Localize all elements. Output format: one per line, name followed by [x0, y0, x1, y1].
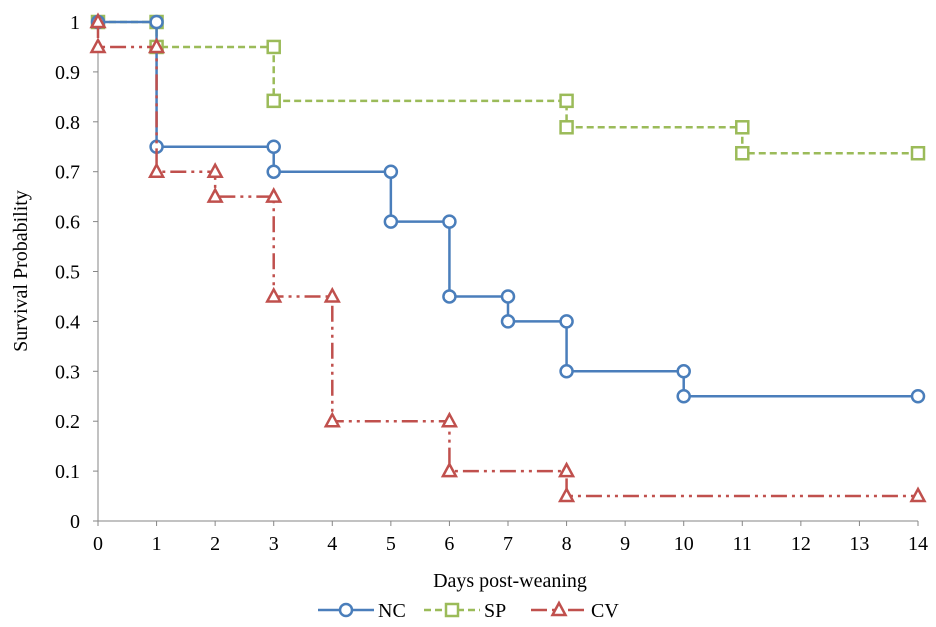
series-cv-point — [89, 12, 107, 29]
y-tick-label: 0.4 — [55, 311, 80, 333]
y-tick-label: 0.9 — [55, 62, 80, 84]
series-cv-point — [323, 411, 341, 428]
x-tick-label: 12 — [791, 533, 811, 555]
series-sp-point — [735, 145, 750, 161]
x-tick-label: 5 — [386, 533, 396, 555]
series-nc-point — [266, 164, 281, 179]
x-tick-label: 8 — [562, 533, 572, 555]
series-cv — [89, 12, 927, 503]
series-cv-point — [147, 37, 166, 54]
y-tick-label: 0.8 — [55, 112, 80, 134]
x-tick-label: 10 — [674, 533, 694, 555]
series-sp — [90, 14, 926, 161]
series-nc-point — [559, 314, 574, 329]
y-tick-label: 1 — [70, 12, 80, 34]
x-tick-label: 6 — [444, 533, 454, 555]
legend-item-cv: CV — [531, 600, 619, 622]
y-tick-label: 0 — [70, 511, 80, 533]
series-sp-line — [98, 20, 918, 155]
legend-marker-sp — [444, 602, 460, 618]
x-tick-label: 2 — [210, 533, 220, 555]
legend-marker-cv — [550, 600, 568, 617]
series-cv-point — [206, 162, 224, 178]
series-nc-line — [98, 20, 918, 398]
series-sp-point — [559, 120, 574, 135]
series-nc-point — [500, 289, 516, 304]
series-cv-point — [89, 37, 107, 54]
series-nc-point — [442, 289, 457, 304]
x-tick-label: 14 — [908, 533, 928, 555]
series-nc-point — [383, 214, 399, 229]
series-sp-point — [910, 145, 926, 161]
legend-label-cv: CV — [591, 600, 619, 622]
series-cv-point — [206, 187, 224, 203]
legend: NC SP CV — [318, 600, 619, 622]
series-nc-point — [559, 364, 574, 379]
y-tick-label: 0.5 — [55, 262, 80, 284]
series-nc-point — [676, 364, 691, 379]
y-tick-label: 0.7 — [55, 162, 80, 184]
series-cv-point — [440, 411, 459, 428]
x-tick-label: 9 — [620, 533, 630, 555]
legend-label-nc: NC — [378, 600, 406, 622]
series-cv-point — [557, 486, 576, 503]
y-tick-label: 0.3 — [55, 361, 80, 383]
series-sp-point — [266, 39, 281, 55]
series-cv-point — [440, 461, 459, 478]
y-tick-label: 0.2 — [55, 411, 80, 433]
series-cv-point — [323, 286, 341, 303]
series-nc-point — [910, 389, 926, 404]
series-nc-point — [442, 214, 457, 229]
series-cv-point — [909, 486, 927, 503]
series-nc-point — [676, 389, 691, 404]
y-tick-label: 0.6 — [55, 212, 80, 234]
series-nc-point — [149, 14, 164, 30]
series-nc-point — [500, 314, 516, 329]
series-sp-point — [559, 93, 574, 109]
plot-area — [89, 12, 927, 503]
axes: 00.10.20.30.40.50.60.70.80.910 1 2 3 4 5 6 7 8 9 1… — [55, 12, 928, 555]
legend-item-nc: NC — [318, 600, 406, 622]
series-sp-point — [266, 93, 281, 109]
x-tick-label: 1 — [152, 533, 162, 555]
series-cv-point — [557, 461, 576, 478]
x-axis-title: Days post-weaning — [433, 570, 587, 592]
series-nc-point — [383, 164, 399, 179]
legend-marker-nc — [338, 602, 354, 618]
series-cv-point — [147, 162, 166, 178]
series-cv-point — [265, 187, 283, 203]
series-cv-line — [96, 22, 918, 498]
x-tick-label: 3 — [269, 533, 279, 555]
x-tick-label: 7 — [503, 533, 513, 555]
y-axis-title: Survival Probability — [10, 190, 32, 352]
series-sp-point — [735, 120, 750, 135]
legend-label-sp: SP — [484, 600, 506, 622]
x-tick-label: 13 — [849, 533, 869, 555]
y-tick-label: 0.1 — [55, 461, 80, 483]
x-tick-label: 0 — [93, 533, 103, 555]
series-cv-point — [265, 286, 283, 303]
x-tick-label: 4 — [327, 533, 337, 555]
series-nc-point — [266, 139, 281, 154]
legend-item-sp: SP — [424, 600, 506, 622]
x-tick-label: 11 — [733, 533, 752, 555]
series-nc — [90, 14, 926, 404]
